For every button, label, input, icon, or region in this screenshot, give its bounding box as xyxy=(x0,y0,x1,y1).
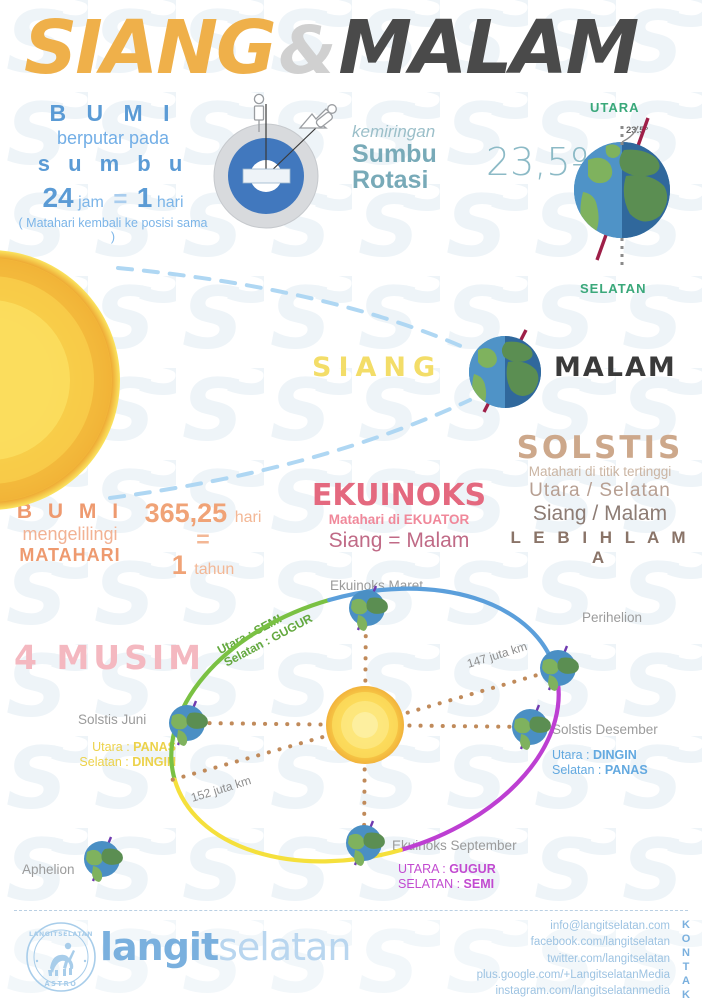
tilt-sumbu: Sumbu xyxy=(352,140,437,168)
rotation-dial-diagram xyxy=(213,93,337,229)
contact-email[interactable]: info@langitselatan.com xyxy=(550,920,670,932)
kontak-k2: K xyxy=(682,989,690,1002)
revolution-matahari: MATAHARI xyxy=(19,545,121,565)
solstis-line1: Utara / Selatan xyxy=(529,480,671,501)
sun-large xyxy=(0,250,120,510)
earth-globe-tilt xyxy=(574,117,670,268)
earth-globe-daynight xyxy=(469,329,541,413)
juni-utara-key: Utara : xyxy=(92,740,130,754)
desember-selatan-val: PANAS xyxy=(604,763,648,777)
orbit-label-perihelion: Perihelion xyxy=(582,610,643,625)
wordmark-langit: langit xyxy=(100,925,219,969)
label-siang: SIANG xyxy=(312,352,443,383)
rotation-heading: B U M I xyxy=(49,100,177,126)
juni-selatan-val: DINGIN xyxy=(132,755,176,769)
contact-twitter[interactable]: twitter.com/langitselatan xyxy=(547,952,670,965)
contact-list: info@langitselatan.com facebook.com/lang… xyxy=(370,918,670,1000)
langitselatan-wordmark: langitselatan xyxy=(100,925,351,969)
tilt-degrees: 23,5º xyxy=(486,140,589,184)
contact-instagram[interactable]: instagram.com/langitselatanmedia xyxy=(495,985,670,998)
orbit-earth-aphelion xyxy=(84,836,123,882)
ekuinoks-sub: Matahari di EKUATOR xyxy=(328,512,470,527)
contact-facebook[interactable]: facebook.com/langitselatan xyxy=(530,936,670,949)
rotation-equation: 24 jam = 1 hari xyxy=(18,182,208,214)
sun-orbit-center xyxy=(326,686,404,764)
year-days: 365,25 xyxy=(144,498,228,528)
rotation-sumbu: s u m b u xyxy=(37,151,189,176)
globe-north-label: UTARA xyxy=(590,100,640,115)
svg-text:LANGITSELATAN: LANGITSELATAN xyxy=(29,931,93,938)
langitselatan-seal-logo: LANGITSELATAN ASTRO xyxy=(26,922,96,992)
tilt-rotasi: Rotasi xyxy=(352,165,429,194)
solstis-line3: L E B I H L A M A xyxy=(510,528,690,567)
desember-selatan-key: Selatan : xyxy=(552,763,602,777)
kontak-vertical-label: K O N T A K xyxy=(678,918,694,1002)
year-equals: = xyxy=(196,526,210,552)
tilt-kemiringan: kemiringan xyxy=(352,122,436,141)
orbit-sub-solstis-desember: Utara : DINGIN Selatan : PANAS xyxy=(552,748,648,778)
kontak-a: A xyxy=(682,975,690,988)
rotation-note: ( Matahari kembali ke posisi sama ) xyxy=(18,216,208,244)
juni-utara-val: PANAS xyxy=(133,740,176,754)
orbit-label-solstis-juni: Solstis Juni xyxy=(78,712,147,727)
tilt-angle-marker: 23.5° xyxy=(626,125,649,136)
contact-googleplus[interactable]: plus.google.com/+LangitselatanMedia xyxy=(476,968,670,981)
year-one-line: 1 tahun xyxy=(128,550,278,581)
kontak-k1: K xyxy=(682,919,690,931)
wordmark-selatan: selatan xyxy=(218,925,351,969)
footer-divider xyxy=(14,910,688,911)
rotation-days-unit: hari xyxy=(156,194,184,211)
globe-south-label: SELATAN xyxy=(580,281,647,296)
year-days-line: 365,25 hari xyxy=(128,498,278,529)
orbit-label-aphelion: Aphelion xyxy=(22,862,75,877)
kontak-o: O xyxy=(681,933,691,946)
rotation-sub: berputar pada xyxy=(56,128,170,148)
juni-selatan-key: Selatan : xyxy=(79,755,129,769)
orbit-diagram xyxy=(84,585,579,882)
september-utara-key: UTARA : xyxy=(398,862,446,876)
revolution-heading: B U M I xyxy=(16,500,124,523)
year-one: 1 xyxy=(171,549,187,580)
desember-utara-val: DINGIN xyxy=(593,748,637,762)
svg-text:ASTRO: ASTRO xyxy=(44,980,77,988)
sun-ray-curves xyxy=(108,266,472,500)
title-malam: MALAM xyxy=(338,5,639,91)
label-malam: MALAM xyxy=(554,352,677,383)
rotation-info-block: B U M I berputar pada s u m b u 24 jam =… xyxy=(18,100,208,244)
rotation-equals: = xyxy=(113,186,128,213)
september-selatan-key: SELATAN : xyxy=(398,877,461,891)
desember-utara-key: Utara : xyxy=(552,748,590,762)
kontak-n: N xyxy=(682,947,690,960)
year-one-unit: tahun xyxy=(194,560,235,578)
orbit-sub-ekuinoks-september: UTARA : GUGUR SELATAN : SEMI xyxy=(398,862,496,892)
year-days-unit: hari xyxy=(234,509,262,526)
year-equation-block: 365,25 hari = 1 tahun xyxy=(128,498,278,581)
orbit-sub-solstis-juni: Utara : PANAS Selatan : DINGIN xyxy=(36,740,176,770)
tilt-info-block: kemiringan Sumbu Rotasi xyxy=(352,122,482,193)
solstis-sub: Matahari di titik tertinggi xyxy=(528,464,672,479)
ekuinoks-heading: EKUINOKS xyxy=(311,478,487,513)
solstis-heading: SOLSTIS xyxy=(516,430,684,466)
orbit-label-solstis-desember: Solstis Desember xyxy=(552,722,658,737)
title-ampersand: & xyxy=(278,12,337,89)
september-selatan-val: SEMI xyxy=(463,877,495,891)
ekuinoks-equation: Siang = Malam xyxy=(328,529,470,552)
rotation-hours-unit: jam xyxy=(78,194,104,211)
solstis-line2: Siang / Malam xyxy=(532,502,668,525)
rotation-hours: 24 xyxy=(42,182,74,213)
ekuinoks-block: EKUINOKS Matahari di EKUATOR Siang = Mal… xyxy=(304,478,494,553)
solstis-block: SOLSTIS Matahari di titik tertinggi Utar… xyxy=(500,430,700,568)
seasons-heading: 4 MUSIM xyxy=(14,638,205,677)
page-title: SIANG&MALAM xyxy=(24,6,684,90)
kontak-t: T xyxy=(682,961,690,974)
revolution-sub: mengelilingi xyxy=(22,524,118,544)
rotation-days: 1 xyxy=(136,182,153,213)
september-utara-val: GUGUR xyxy=(449,862,496,876)
revolution-info-block: B U M I mengelilingi MATAHARI xyxy=(10,500,130,566)
title-siang: SIANG xyxy=(24,5,277,91)
